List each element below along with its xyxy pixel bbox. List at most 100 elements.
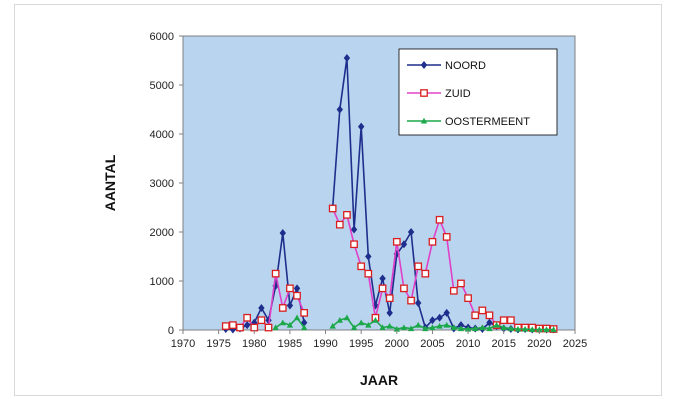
- data-point-oostermeent: [507, 325, 515, 332]
- data-point-zuid: [400, 284, 408, 293]
- series-oostermeent: [272, 314, 557, 333]
- data-point-oostermeent: [379, 324, 386, 331]
- data-point-zuid: [250, 323, 259, 332]
- data-point-zuid: [335, 220, 344, 229]
- data-point-zuid: [257, 316, 266, 325]
- y-tick-label: 0: [168, 325, 174, 337]
- x-tick-label: 1970: [171, 338, 195, 350]
- data-point-zuid: [278, 304, 287, 312]
- legend-marker-zuid: [420, 89, 428, 97]
- data-point-zuid: [478, 306, 487, 315]
- y-tick-label: 4000: [150, 129, 174, 141]
- data-point-noord: [457, 321, 465, 330]
- data-point-oostermeent: [486, 325, 493, 332]
- data-point-zuid: [286, 284, 294, 293]
- data-point-oostermeent: [464, 325, 472, 332]
- data-point-zuid: [293, 291, 301, 300]
- data-point-noord: [386, 308, 393, 317]
- data-point-oostermeent: [493, 321, 500, 328]
- data-point-oostermeent: [479, 324, 486, 331]
- data-point-noord: [407, 228, 415, 236]
- data-point-oostermeent: [436, 322, 443, 329]
- x-tick-label: 1985: [278, 338, 302, 350]
- data-point-oostermeent: [429, 324, 436, 331]
- data-point-oostermeent: [422, 325, 429, 332]
- data-point-oostermeent: [279, 319, 286, 326]
- data-point-noord: [258, 303, 265, 312]
- legend-marker-oostermeent: [420, 117, 428, 124]
- data-point-noord: [365, 252, 372, 261]
- data-point-zuid: [485, 311, 494, 320]
- chart-frame: 1970 1975 1980 1985 1990 1995 2000 2005 2010 2015…: [14, 4, 662, 396]
- data-point-oostermeent: [357, 319, 365, 326]
- data-point-oostermeent: [407, 325, 415, 332]
- data-point-oostermeent: [386, 322, 393, 329]
- y-tick-label: 2000: [150, 227, 174, 239]
- x-tick-label: 2020: [527, 338, 551, 350]
- x-tick-label: 2010: [456, 338, 480, 350]
- data-point-noord: [357, 122, 365, 131]
- data-point-noord: [415, 299, 422, 308]
- x-axis-title: JAAR: [360, 372, 398, 388]
- legend-label-zuid: ZUID: [445, 88, 471, 100]
- data-point-oostermeent: [536, 326, 543, 333]
- data-point-noord: [350, 225, 358, 234]
- data-point-oostermeent: [450, 324, 458, 331]
- data-point-noord: [279, 228, 286, 237]
- legend-label-noord: NOORD: [445, 60, 486, 72]
- x-tick-label: 2005: [420, 338, 444, 350]
- legend-marker-noord: [420, 61, 428, 69]
- data-point-zuid: [264, 323, 273, 332]
- data-point-zuid: [229, 321, 237, 329]
- data-point-noord: [286, 301, 294, 310]
- data-point-zuid: [385, 294, 394, 303]
- data-point-oostermeent: [300, 324, 308, 331]
- data-point-oostermeent: [400, 324, 408, 331]
- data-point-noord: [343, 54, 351, 63]
- data-point-noord: [443, 308, 450, 317]
- data-point-zuid: [236, 323, 244, 332]
- data-point-noord: [486, 318, 493, 327]
- data-point-oostermeent: [336, 317, 343, 323]
- data-point-zuid: [328, 204, 337, 213]
- data-point-zuid: [414, 262, 423, 271]
- data-point-zuid: [271, 269, 280, 278]
- data-point-zuid: [507, 316, 515, 325]
- line-chart: 1970 1975 1980 1985 1990 1995 2000 2005 2010 2015…: [102, 31, 587, 388]
- data-point-oostermeent: [472, 325, 479, 332]
- data-point-zuid: [221, 322, 230, 330]
- data-point-zuid: [378, 284, 387, 293]
- data-point-noord: [436, 313, 443, 322]
- data-point-zuid: [457, 279, 465, 288]
- data-point-zuid: [243, 313, 251, 322]
- data-point-zuid: [407, 296, 415, 305]
- data-point-oostermeent: [286, 321, 294, 328]
- data-point-oostermeent: [500, 324, 507, 331]
- data-point-zuid: [392, 237, 401, 246]
- data-point-oostermeent: [514, 325, 522, 332]
- data-point-noord: [293, 284, 301, 293]
- data-point-oostermeent: [393, 325, 401, 332]
- data-point-zuid: [442, 233, 451, 241]
- data-point-zuid: [435, 215, 444, 224]
- y-tick-label: 5000: [150, 80, 174, 92]
- data-point-oostermeent: [529, 326, 536, 333]
- x-tick-label: 2000: [385, 338, 409, 350]
- data-point-zuid: [499, 316, 508, 325]
- data-point-noord: [379, 274, 386, 283]
- data-point-oostermeent: [543, 326, 550, 333]
- data-point-oostermeent: [350, 324, 358, 331]
- data-point-oostermeent: [329, 322, 336, 329]
- data-point-noord: [429, 316, 436, 325]
- y-tick-label: 1000: [150, 276, 174, 288]
- data-point-oostermeent: [443, 321, 450, 328]
- data-point-zuid: [343, 210, 351, 219]
- data-point-zuid: [464, 294, 472, 303]
- data-point-oostermeent: [343, 314, 351, 321]
- x-tick-label: 2015: [491, 338, 515, 350]
- data-point-oostermeent: [372, 317, 379, 323]
- data-point-oostermeent: [457, 325, 465, 332]
- data-point-zuid: [449, 286, 458, 295]
- legend: NOORD ZUID OOSTERMEENT: [398, 48, 558, 136]
- x-tick-label: 1995: [349, 338, 373, 350]
